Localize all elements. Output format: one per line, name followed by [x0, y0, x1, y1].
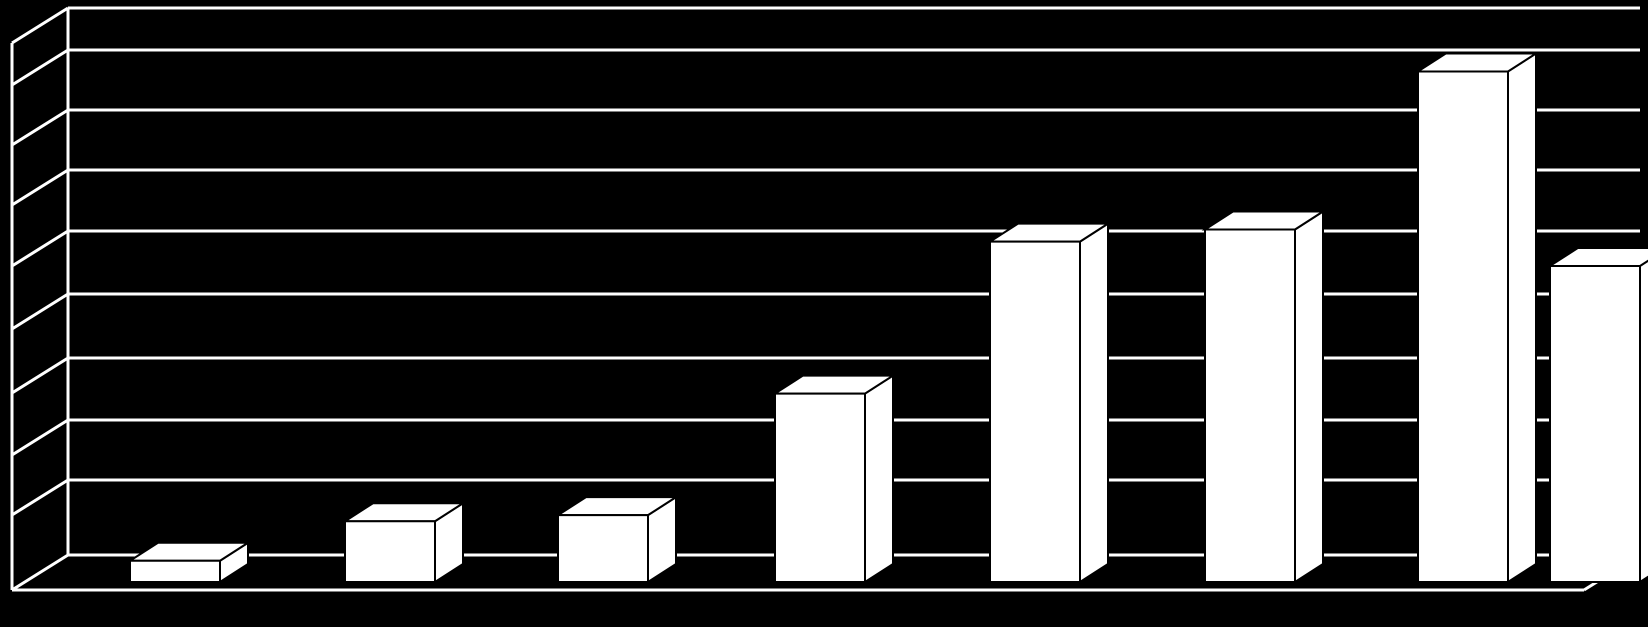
bar-chart-3d: [0, 0, 1648, 627]
bar: [345, 503, 463, 582]
bar: [1550, 248, 1648, 582]
bar: [775, 376, 893, 582]
bar: [1205, 211, 1323, 582]
bar: [1418, 53, 1536, 582]
bar: [130, 543, 248, 582]
bar: [990, 224, 1108, 582]
bar: [558, 497, 676, 582]
